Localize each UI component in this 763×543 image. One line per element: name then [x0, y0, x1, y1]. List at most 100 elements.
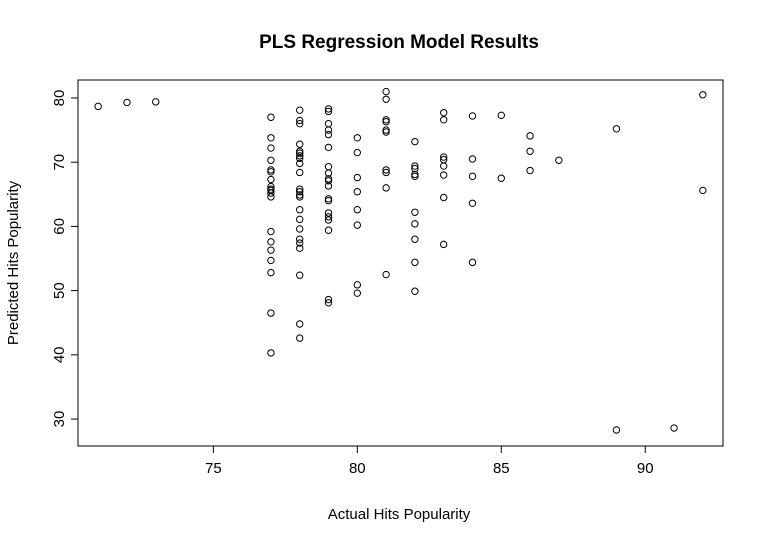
data-point — [267, 175, 275, 184]
data-point — [468, 172, 477, 181]
data-point — [296, 193, 304, 201]
data-point — [267, 168, 275, 176]
data-point — [324, 195, 333, 203]
y-tick-label: 70 — [51, 154, 68, 171]
data-point — [612, 125, 621, 133]
data-point — [324, 119, 333, 128]
data-point — [296, 320, 304, 328]
data-point — [411, 170, 419, 179]
y-tick-label: 80 — [51, 90, 68, 107]
data-point — [324, 126, 333, 134]
data-point — [324, 213, 333, 221]
data-point — [497, 111, 505, 120]
data-point — [526, 166, 534, 175]
y-tick-label: 40 — [51, 346, 68, 363]
chart-title: PLS Regression Model Results — [259, 32, 539, 53]
data-point — [353, 289, 362, 297]
data-point — [296, 235, 304, 243]
data-points — [94, 87, 707, 434]
data-point — [296, 188, 304, 196]
data-point — [353, 206, 362, 214]
data-point — [411, 220, 419, 228]
data-point — [324, 182, 333, 190]
data-point — [324, 105, 333, 113]
data-point — [439, 171, 448, 179]
data-point — [439, 162, 448, 170]
plot-frame — [77, 79, 724, 447]
data-point — [296, 185, 304, 193]
data-point — [411, 162, 419, 170]
data-point — [382, 184, 390, 192]
data-point — [699, 91, 707, 99]
data-point — [296, 191, 304, 199]
data-point — [526, 147, 534, 155]
data-point — [497, 174, 505, 182]
data-point — [296, 152, 304, 160]
data-point — [296, 244, 304, 252]
y-axis-label: Predicted Hits Popularity — [5, 180, 22, 345]
x-tick-label: 90 — [637, 460, 654, 477]
data-point — [267, 113, 275, 121]
data-point — [353, 281, 362, 289]
data-point — [296, 106, 304, 114]
y-tick-label: 60 — [51, 218, 68, 235]
data-point — [324, 162, 333, 171]
data-point — [411, 258, 419, 267]
data-point — [296, 159, 304, 168]
data-point — [439, 193, 448, 202]
data-point — [382, 87, 390, 96]
data-point — [468, 112, 477, 120]
data-point — [296, 149, 304, 157]
data-point — [267, 144, 275, 152]
data-point — [152, 98, 160, 106]
data-point — [382, 95, 390, 103]
data-point — [324, 143, 333, 152]
data-point — [353, 148, 362, 157]
data-point — [439, 240, 448, 249]
data-point — [296, 116, 304, 125]
data-point — [267, 189, 275, 197]
data-point — [353, 134, 362, 142]
data-point — [296, 334, 304, 342]
x-tick-label: 80 — [349, 460, 366, 477]
data-point — [382, 126, 390, 134]
data-point — [411, 287, 419, 295]
data-point — [324, 107, 333, 116]
data-point — [267, 156, 275, 164]
data-point — [267, 309, 275, 317]
data-point — [296, 271, 304, 279]
data-point — [267, 246, 275, 254]
data-point — [296, 168, 304, 177]
data-point — [382, 166, 390, 174]
data-point — [324, 197, 333, 205]
data-point — [612, 426, 621, 434]
data-point — [526, 132, 534, 140]
data-point — [296, 206, 304, 214]
data-point — [296, 119, 304, 128]
y-tick-label: 50 — [51, 282, 68, 299]
data-point — [267, 193, 275, 201]
x-axis: 75 80 85 90 — [205, 446, 654, 477]
data-point — [267, 134, 275, 142]
data-point — [411, 164, 419, 173]
data-point — [296, 154, 304, 163]
data-point — [411, 137, 419, 146]
data-point — [468, 155, 477, 163]
data-point — [296, 215, 304, 224]
data-point — [699, 186, 707, 195]
data-point — [439, 116, 448, 124]
data-point — [468, 258, 477, 267]
y-tick-label: 30 — [51, 411, 68, 428]
data-point — [382, 116, 390, 124]
data-point — [382, 128, 390, 136]
data-point — [324, 295, 333, 304]
data-point — [353, 221, 362, 229]
data-point — [411, 172, 419, 181]
data-point — [94, 102, 102, 111]
data-point — [324, 175, 333, 183]
data-point — [267, 227, 275, 236]
data-point — [382, 168, 390, 177]
data-point — [439, 153, 448, 161]
data-point — [411, 208, 419, 216]
